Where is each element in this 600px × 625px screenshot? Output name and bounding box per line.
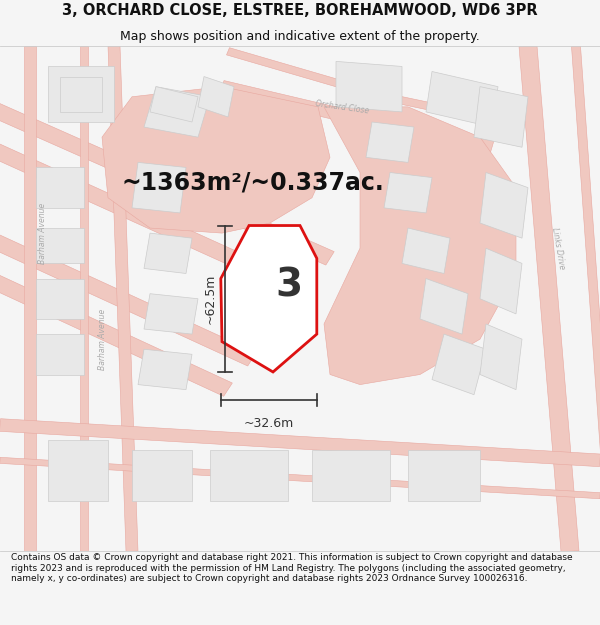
Polygon shape <box>210 450 288 501</box>
Text: ~32.6m: ~32.6m <box>244 418 294 431</box>
Polygon shape <box>0 272 232 396</box>
Polygon shape <box>402 228 450 274</box>
Polygon shape <box>0 141 304 296</box>
Text: ~62.5m: ~62.5m <box>203 274 217 324</box>
Polygon shape <box>102 87 330 233</box>
Text: Barham Avenue: Barham Avenue <box>38 202 47 264</box>
Polygon shape <box>366 122 414 162</box>
Polygon shape <box>474 87 528 148</box>
Polygon shape <box>144 294 198 334</box>
Polygon shape <box>519 46 579 552</box>
Text: Contains OS data © Crown copyright and database right 2021. This information is : Contains OS data © Crown copyright and d… <box>11 554 572 583</box>
Polygon shape <box>220 81 374 128</box>
Polygon shape <box>48 440 108 501</box>
Polygon shape <box>0 458 600 499</box>
Text: Links Drive: Links Drive <box>550 227 566 270</box>
Polygon shape <box>0 419 600 467</box>
Polygon shape <box>480 324 522 389</box>
Polygon shape <box>36 228 84 263</box>
Polygon shape <box>36 168 84 208</box>
Polygon shape <box>132 450 192 501</box>
Polygon shape <box>480 248 522 314</box>
Polygon shape <box>144 233 192 274</box>
Polygon shape <box>36 279 84 319</box>
Polygon shape <box>144 87 210 137</box>
Polygon shape <box>0 100 334 265</box>
Polygon shape <box>432 334 486 395</box>
Polygon shape <box>384 173 432 213</box>
Text: Map shows position and indicative extent of the property.: Map shows position and indicative extent… <box>120 29 480 42</box>
Polygon shape <box>227 48 385 101</box>
Text: ~1363m²/~0.337ac.: ~1363m²/~0.337ac. <box>122 171 385 194</box>
Polygon shape <box>132 162 186 213</box>
Text: Orchard Close: Orchard Close <box>314 99 370 115</box>
Polygon shape <box>572 46 600 551</box>
Polygon shape <box>0 231 256 366</box>
Polygon shape <box>336 61 402 112</box>
Polygon shape <box>312 450 390 501</box>
Polygon shape <box>370 116 494 153</box>
Polygon shape <box>324 107 516 384</box>
Polygon shape <box>480 173 528 238</box>
Polygon shape <box>420 279 468 334</box>
Polygon shape <box>426 71 498 127</box>
Polygon shape <box>383 93 505 126</box>
Polygon shape <box>221 226 317 372</box>
Text: Barham Avenue: Barham Avenue <box>98 309 107 370</box>
Polygon shape <box>408 450 480 501</box>
Polygon shape <box>138 349 192 389</box>
Polygon shape <box>36 334 84 374</box>
Text: 3, ORCHARD CLOSE, ELSTREE, BOREHAMWOOD, WD6 3PR: 3, ORCHARD CLOSE, ELSTREE, BOREHAMWOOD, … <box>62 2 538 18</box>
Polygon shape <box>24 46 36 551</box>
Polygon shape <box>198 76 234 117</box>
Polygon shape <box>80 46 88 551</box>
Polygon shape <box>48 66 114 122</box>
Polygon shape <box>60 76 102 112</box>
Text: 3: 3 <box>275 267 303 305</box>
Polygon shape <box>150 87 198 122</box>
Polygon shape <box>108 46 138 551</box>
